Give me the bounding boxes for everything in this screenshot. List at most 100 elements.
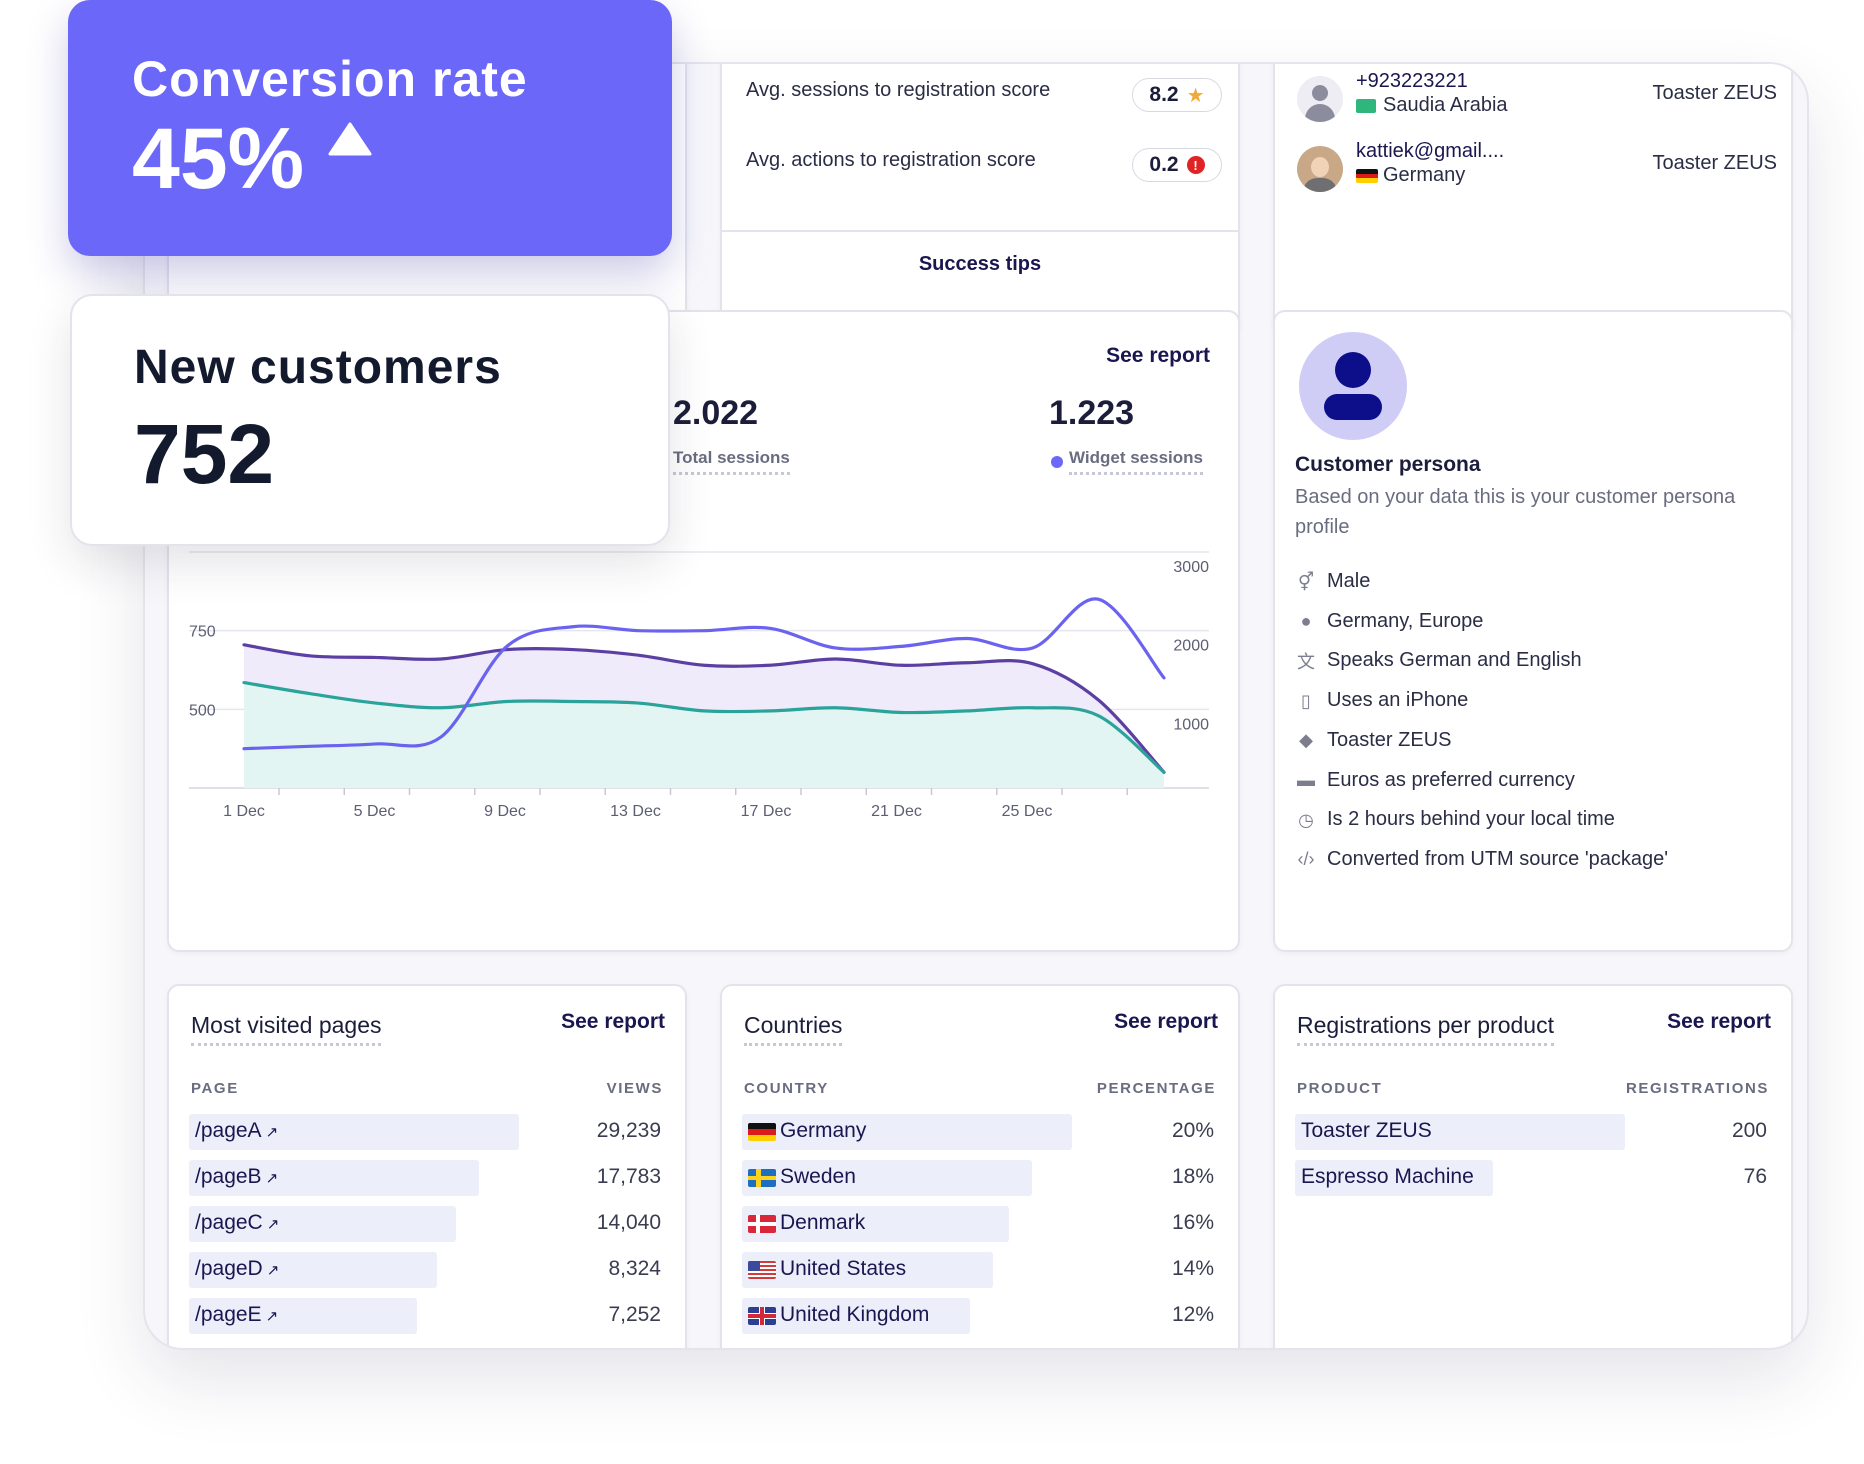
countries-see-report-link[interactable]: See report — [1114, 1010, 1218, 1033]
persona-description: Based on your data this is your customer… — [1295, 486, 1736, 538]
translate-icon: 文 — [1297, 652, 1315, 673]
row-value: 14% — [1171, 1257, 1214, 1280]
flag-sweden-icon — [748, 1169, 776, 1187]
pages-card: Most visited pages See report PAGE VIEWS… — [167, 984, 687, 1348]
row-value: 76 — [1743, 1165, 1767, 1188]
row-bar — [1295, 1160, 1493, 1196]
success-tips-link[interactable]: Success tips — [918, 253, 1042, 275]
contact-name: +923223221 — [1356, 70, 1468, 92]
row-label[interactable]: Denmark — [780, 1211, 866, 1234]
col-product-header: PRODUCT — [1297, 1080, 1383, 1097]
series-line — [242, 643, 1166, 774]
flag-united-states-icon — [748, 1261, 776, 1279]
persona-item-text: Speaks German and English — [1327, 649, 1582, 672]
row-bar — [189, 1206, 456, 1242]
row-value: 17,783 — [596, 1165, 661, 1188]
sessions-score-label: Avg. sessions to registration score — [746, 79, 1051, 101]
row-label[interactable]: /pageC ↗ — [195, 1211, 280, 1234]
alert-icon: ! — [1186, 156, 1205, 174]
x-axis-tick-label: 1 Dec — [223, 803, 265, 820]
right-axis-tick-label: 1000 — [1173, 716, 1209, 733]
row-bar — [742, 1114, 1072, 1150]
external-link-icon[interactable]: ↗ — [265, 1308, 279, 1325]
row-bar — [742, 1252, 993, 1288]
contact-row[interactable]: kattiek@gmail.... Germany Toaster ZEUS — [1297, 140, 1777, 202]
total-sessions-label[interactable]: Total sessions — [673, 448, 790, 475]
series-area — [244, 682, 1164, 788]
row-bar — [1295, 1114, 1625, 1150]
products-see-report-link[interactable]: See report — [1667, 1010, 1771, 1033]
persona-item-text: Toaster ZEUS — [1327, 728, 1452, 751]
row-label[interactable]: Germany — [780, 1119, 867, 1142]
col-percentage-header: PERCENTAGE — [1096, 1080, 1216, 1097]
row-label[interactable]: Espresso Machine — [1301, 1165, 1474, 1188]
persona-item-text: Male — [1327, 570, 1371, 592]
flag-denmark-icon — [748, 1215, 776, 1233]
series-line — [242, 597, 1166, 751]
row-label[interactable]: Sweden — [780, 1165, 856, 1188]
x-axis-tick-label: 13 Dec — [610, 803, 661, 820]
widget-sessions-label[interactable]: Widget sessions — [1069, 448, 1203, 475]
col-page-header: PAGE — [191, 1080, 239, 1097]
countries-title: Countries — [744, 1012, 843, 1046]
pages-see-report-link[interactable]: See report — [561, 1010, 665, 1033]
external-link-icon[interactable]: ↗ — [265, 1170, 279, 1187]
clock-icon: ◷ — [1298, 809, 1314, 830]
contact-product: Toaster ZEUS — [1652, 82, 1777, 104]
conversion-title: Conversion rate — [132, 51, 528, 107]
external-link-icon[interactable]: ↗ — [266, 1216, 280, 1233]
row-value: 200 — [1731, 1119, 1767, 1142]
row-label[interactable]: United Kingdom — [780, 1303, 930, 1326]
new-customers-card: New customers 752 — [70, 294, 670, 546]
conversion-rate-card: Conversion rate 45% — [68, 0, 672, 256]
actions-score-label: Avg. actions to registration score — [746, 149, 1036, 171]
conversion-value: 45% — [132, 111, 305, 207]
new-customers-value: 752 — [134, 407, 275, 501]
tips-divider — [722, 230, 1238, 232]
row-label[interactable]: /pageA ↗ — [195, 1119, 279, 1142]
persona-item-text: Uses an iPhone — [1327, 689, 1469, 712]
row-value: 29,239 — [596, 1119, 661, 1142]
widget-sessions-value: 1.223 — [1049, 394, 1135, 432]
row-label[interactable]: Toaster ZEUS — [1301, 1119, 1432, 1142]
sessions-score-badge: 8.2 ★ — [1132, 78, 1222, 112]
persona-item-text: Germany, Europe — [1327, 609, 1484, 632]
col-country-header: COUNTRY — [744, 1080, 829, 1097]
x-axis-tick-label: 9 Dec — [484, 803, 526, 820]
x-axis-tick-label: 25 Dec — [1002, 803, 1053, 820]
row-bar — [742, 1160, 1032, 1196]
external-link-icon[interactable]: ↗ — [266, 1262, 280, 1279]
sessions-score-value: 8.2 — [1149, 83, 1179, 106]
widget-legend-dot — [1051, 456, 1063, 468]
persona-avatar — [1299, 332, 1407, 440]
row-value: 12% — [1171, 1303, 1214, 1326]
row-label[interactable]: /pageB ↗ — [195, 1165, 279, 1188]
row-value: 16% — [1171, 1211, 1214, 1234]
actions-score-badge: 0.2 ! — [1132, 148, 1222, 182]
new-customers-title: New customers — [134, 341, 502, 394]
row-bar — [189, 1160, 479, 1196]
flag-germany-icon — [748, 1123, 776, 1141]
contact-product: Toaster ZEUS — [1652, 152, 1777, 174]
sessions-see-report-link[interactable]: See report — [1106, 344, 1210, 367]
star-icon: ★ — [1186, 84, 1205, 107]
dashboard-window: Avg. sessions to registration score 8.2 … — [143, 62, 1809, 1350]
avatar — [1297, 146, 1343, 192]
persona-title: Customer persona — [1295, 453, 1481, 476]
row-value: 20% — [1171, 1119, 1214, 1142]
row-label[interactable]: /pageD ↗ — [195, 1257, 280, 1280]
row-value: 7,252 — [608, 1303, 661, 1326]
contact-row[interactable]: +923223221 Saudia Arabia Toaster ZEUS — [1297, 70, 1777, 132]
gender-icon: ⚥ — [1297, 571, 1315, 592]
flag-germany-icon — [1356, 169, 1378, 183]
row-label[interactable]: United States — [780, 1257, 907, 1280]
countries-card: Countries See report COUNTRY PERCENTAGE … — [720, 984, 1240, 1348]
row-label[interactable]: /pageE ↗ — [195, 1303, 279, 1326]
row-value: 14,040 — [596, 1211, 661, 1234]
contacts-card: +923223221 Saudia Arabia Toaster ZEUS ka… — [1273, 64, 1793, 336]
sessions-chart: 1000 2000 3000 500 750 1 Dec 5 Dec 9 Dec 13 Dec 1… — [189, 551, 1209, 820]
box-icon: ◆ — [1299, 730, 1313, 751]
external-link-icon[interactable]: ↗ — [265, 1124, 279, 1141]
code-icon: ‹/› — [1297, 849, 1315, 870]
row-bar — [189, 1298, 417, 1334]
